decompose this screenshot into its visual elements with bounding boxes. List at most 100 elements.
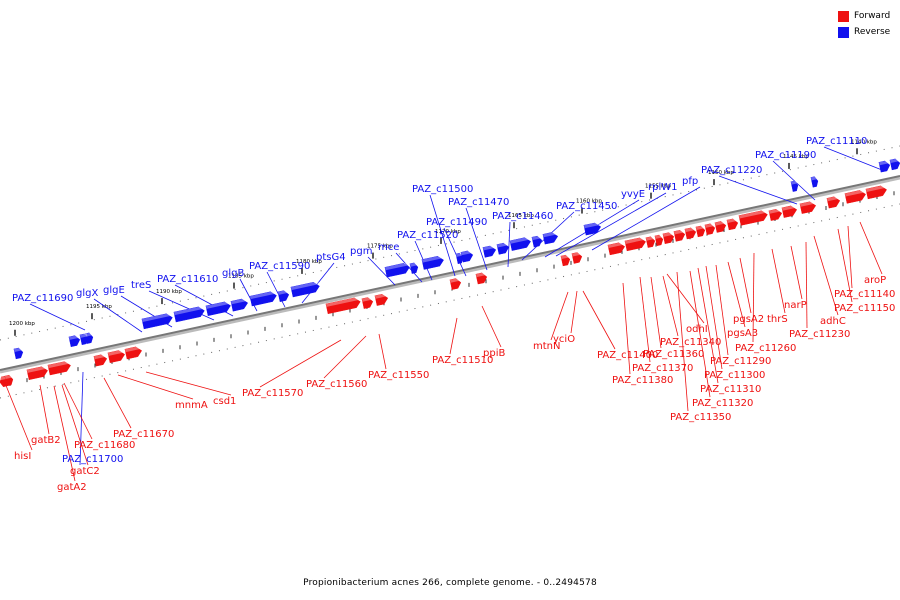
forward-gene-arrow[interactable] [124, 345, 143, 360]
reverse-gene-arrow[interactable] [509, 236, 532, 251]
gene-label-mtnn[interactable]: mtnN [533, 341, 560, 352]
gene-label-paz-c11520[interactable]: PAZ_c11520 [397, 230, 458, 241]
reverse-gene-arrow[interactable] [173, 305, 205, 323]
gene-label-gata2[interactable]: gatA2 [57, 482, 87, 493]
gene-label-pfp[interactable]: pfp [682, 176, 698, 187]
gene-label-ppib[interactable]: ppiB [483, 348, 505, 359]
forward-gene-arrow[interactable] [704, 223, 716, 236]
reverse-gene-arrow[interactable] [496, 242, 510, 255]
reverse-gene-arrow[interactable] [249, 290, 278, 307]
forward-gene-arrow[interactable] [726, 218, 739, 231]
gene-label-paz-c11680[interactable]: PAZ_c11680 [74, 440, 135, 451]
forward-gene-arrow[interactable] [865, 184, 888, 200]
reverse-gene-arrow[interactable] [230, 298, 249, 312]
gene-label-paz-c11290[interactable]: PAZ_c11290 [710, 356, 771, 367]
forward-gene-arrow[interactable] [799, 200, 817, 214]
gene-label-paz-c11610[interactable]: PAZ_c11610 [157, 274, 218, 285]
reverse-gene-arrow[interactable] [542, 231, 559, 245]
reverse-gene-arrow[interactable] [482, 244, 497, 258]
gene-label-paz-c11340[interactable]: PAZ_c11340 [660, 337, 721, 348]
gene-label-paz-c11560[interactable]: PAZ_c11560 [306, 379, 367, 390]
forward-gene-arrow[interactable] [0, 375, 8, 388]
gene-label-paz-c11260[interactable]: PAZ_c11260 [735, 343, 796, 354]
forward-gene-arrow[interactable] [93, 353, 108, 367]
gene-label-paz-c11470[interactable]: PAZ_c11470 [448, 197, 509, 208]
gene-label-paz-c11590[interactable]: PAZ_c11590 [249, 261, 310, 272]
gene-label-paz-c11220[interactable]: PAZ_c11220 [701, 165, 762, 176]
gene-label-paz-c11400[interactable]: PAZ_c11400 [597, 350, 658, 361]
gene-label-paz-c11110[interactable]: PAZ_c11110 [806, 136, 867, 147]
gene-label-arop[interactable]: aroP [864, 275, 886, 286]
gene-label-paz-c11300[interactable]: PAZ_c11300 [704, 370, 765, 381]
gene-label-pgsa3[interactable]: pgsA3 [727, 328, 758, 339]
gene-label-pgm[interactable]: pgm [350, 246, 372, 257]
gene-label-paz-c11460[interactable]: PAZ_c11460 [492, 211, 553, 222]
reverse-gene-arrow[interactable] [290, 281, 320, 298]
reverse-gene-arrow[interactable] [460, 250, 474, 263]
forward-gene-arrow[interactable] [714, 220, 727, 233]
reverse-gene-arrow[interactable] [79, 333, 89, 345]
forward-gene-arrow[interactable] [738, 209, 768, 226]
forward-gene-arrow[interactable] [475, 272, 488, 285]
gene-label-paz-c11150[interactable]: PAZ_c11150 [834, 303, 895, 314]
gene-label-paz-c11670[interactable]: PAZ_c11670 [113, 429, 174, 440]
gene-label-mce[interactable]: mce [378, 242, 399, 253]
reverse-gene-arrow[interactable] [13, 347, 24, 360]
gene-label-paz-c11490[interactable]: PAZ_c11490 [426, 217, 487, 228]
forward-gene-arrow[interactable] [624, 236, 647, 252]
gene-label-thrs[interactable]: thrS [767, 314, 788, 325]
reverse-gene-arrow[interactable] [531, 235, 543, 248]
reverse-gene-arrow[interactable] [583, 221, 602, 236]
gene-label-narp[interactable]: narP [784, 300, 807, 311]
reverse-gene-arrow[interactable] [277, 289, 290, 302]
gene-label-paz-c11310[interactable]: PAZ_c11310 [700, 384, 761, 395]
gene-label-paz-c11510[interactable]: PAZ_c11510 [432, 355, 493, 366]
gene-label-tres[interactable]: treS [131, 280, 151, 291]
forward-gene-arrow[interactable] [325, 296, 361, 315]
forward-gene-arrow[interactable] [449, 277, 462, 290]
reverse-gene-arrow[interactable] [810, 176, 819, 188]
reverse-gene-arrow[interactable] [455, 252, 464, 265]
forward-gene-arrow[interactable] [107, 349, 126, 363]
reverse-gene-arrow[interactable] [421, 255, 445, 270]
forward-gene-arrow[interactable] [844, 189, 867, 204]
forward-gene-arrow[interactable] [654, 234, 664, 247]
reverse-gene-arrow[interactable] [409, 262, 419, 274]
forward-gene-arrow[interactable] [781, 204, 798, 218]
gene-label-paz-c11570[interactable]: PAZ_c11570 [242, 388, 303, 399]
gene-label-hisi[interactable]: hisI [14, 451, 31, 462]
gene-label-glge[interactable]: glgE [103, 285, 125, 296]
gene-label-paz-c11320[interactable]: PAZ_c11320 [692, 398, 753, 409]
reverse-gene-arrow[interactable] [384, 262, 411, 278]
gene-label-csd1[interactable]: csd1 [213, 396, 236, 407]
gene-label-paz-c11690[interactable]: PAZ_c11690 [12, 293, 73, 304]
forward-gene-arrow[interactable] [361, 296, 374, 309]
reverse-gene-arrow[interactable] [889, 158, 900, 171]
gene-label-pgsa2[interactable]: pgsA2 [733, 314, 764, 325]
reverse-gene-arrow[interactable] [205, 300, 232, 316]
gene-label-paz-c11370[interactable]: PAZ_c11370 [632, 363, 693, 374]
forward-gene-arrow[interactable] [26, 365, 49, 380]
gene-label-adhc[interactable]: adhC [820, 316, 846, 327]
gene-label-ycio[interactable]: yciO [553, 334, 575, 345]
forward-gene-arrow[interactable] [695, 225, 706, 238]
forward-gene-arrow[interactable] [645, 236, 656, 248]
gene-label-paz-c11190[interactable]: PAZ_c11190 [755, 150, 816, 161]
gene-label-glgx[interactable]: glgX [76, 288, 98, 299]
reverse-gene-arrow[interactable] [878, 160, 891, 173]
forward-gene-arrow[interactable] [684, 227, 697, 240]
gene-label-gatc2[interactable]: gatC2 [70, 466, 100, 477]
gene-label-paz-c11350[interactable]: PAZ_c11350 [670, 412, 731, 423]
gene-label-paz-c11700[interactable]: PAZ_c11700 [62, 454, 123, 465]
gene-label-paz-c11230[interactable]: PAZ_c11230 [789, 329, 850, 340]
reverse-gene-arrow[interactable] [141, 312, 173, 330]
forward-gene-arrow[interactable] [374, 293, 389, 306]
gene-label-paz-c11360[interactable]: PAZ_c11360 [643, 349, 704, 360]
forward-gene-arrow[interactable] [662, 231, 675, 244]
forward-gene-arrow[interactable] [826, 195, 841, 209]
gene-label-mnma[interactable]: mnmA [175, 400, 208, 411]
gene-label-gatb2[interactable]: gatB2 [31, 435, 61, 446]
forward-gene-arrow[interactable] [4, 374, 14, 387]
gene-label-odhi[interactable]: odhI [686, 324, 708, 335]
gene-label-paz-c11380[interactable]: PAZ_c11380 [612, 375, 673, 386]
